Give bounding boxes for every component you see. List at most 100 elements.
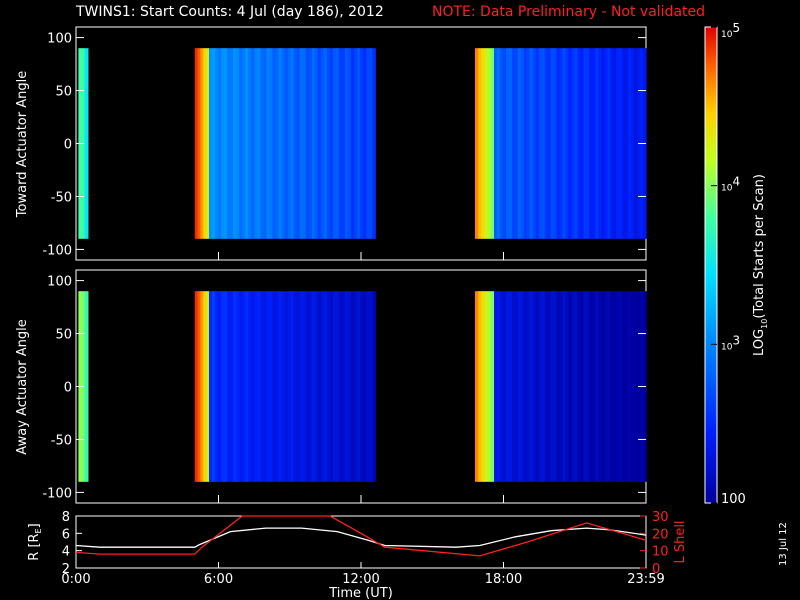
heatmap-cell (254, 48, 258, 239)
heatmap-cell (348, 291, 352, 482)
heatmap-cell (257, 291, 261, 482)
heatmap-cell (260, 291, 265, 482)
heatmap-cell (496, 48, 501, 239)
heatmap-cell (311, 48, 316, 239)
heatmap-cell (248, 291, 252, 482)
heatmap-cell (311, 291, 316, 482)
heatmap-cell (562, 291, 567, 482)
heatmap-cell (613, 48, 617, 239)
y-tick-label: 100 (47, 275, 72, 290)
heatmap-cell (254, 291, 258, 482)
heatmap-cell (335, 48, 340, 239)
heatmap-cell (323, 291, 328, 482)
heatmap-cell (577, 291, 582, 482)
heatmap-cell (625, 291, 629, 482)
heatmap-cell (577, 48, 582, 239)
heatmap-cell (517, 291, 522, 482)
heatmap-cell (508, 291, 513, 482)
heatmap-cell (206, 291, 210, 482)
heatmap-cell (329, 48, 334, 239)
heatmap-cell (260, 48, 265, 239)
top-yticks: 100 50 0 -50 -100 (42, 32, 647, 260)
heatmap-cell (345, 291, 349, 482)
heatmap-cell (538, 291, 543, 482)
heatmap-cell (326, 291, 331, 482)
heatmap-cell (619, 291, 623, 482)
heatmap-cell (338, 48, 343, 239)
colorbar-tick-label: 100 (721, 492, 746, 507)
heatmap-cell (490, 291, 495, 482)
heatmap-cell (363, 291, 367, 482)
heatmap-cell (589, 291, 593, 482)
heatmap-cell (299, 291, 304, 482)
heatmap-cell (360, 291, 364, 482)
heatmap-cell (245, 48, 249, 239)
lshell-tick-label: 30 (652, 510, 669, 525)
heatmap-cell (351, 48, 355, 239)
heatmap-cell (494, 291, 498, 482)
heatmap-cell (308, 291, 313, 482)
heatmap-cell (197, 291, 202, 482)
heatmap-cell (517, 48, 522, 239)
heatmap-cell (598, 48, 602, 239)
heatmap-cell (372, 48, 376, 239)
heatmap-cell (320, 48, 325, 239)
chart-title: TWINS1: Start Counts: 4 Jul (day 186), 2… (76, 4, 384, 20)
heatmap-cell (296, 291, 301, 482)
heatmap-cell (595, 48, 599, 239)
heatmap-cell (338, 291, 343, 482)
heatmap-cell (360, 48, 364, 239)
heatmap-cell (342, 48, 346, 239)
heatmap-cell (481, 48, 486, 239)
heatmap-cell (613, 291, 617, 482)
heatmap-cell (314, 291, 319, 482)
heatmap-cell (586, 291, 590, 482)
heatmap-cell (628, 291, 632, 482)
heatmap-cell (293, 48, 298, 239)
heatmap-cell (236, 291, 240, 482)
heatmap-cell (342, 291, 346, 482)
x-tick-label: 0:00 (61, 572, 90, 587)
heatmap-cell (529, 291, 534, 482)
heatmap-cell (571, 291, 576, 482)
heatmap-cell (574, 48, 579, 239)
heatmap-cell (372, 291, 376, 482)
lshell-series-line (75, 515, 647, 557)
heatmap-cell (84, 291, 89, 482)
heatmap-cell (251, 48, 255, 239)
lshell-tick-label: 10 (652, 545, 669, 560)
heatmap-cell (499, 291, 504, 482)
heatmap-cell (622, 48, 626, 239)
heatmap-cell (369, 291, 373, 482)
heatmap-cell (505, 48, 510, 239)
heatmap-cell (490, 48, 495, 239)
heatmap-cell (583, 48, 587, 239)
heatmap-cell (209, 291, 213, 482)
heatmap-cell (535, 291, 540, 482)
heatmap-cell (248, 48, 252, 239)
heatmap-cell (200, 291, 204, 482)
heatmap-cell (487, 291, 492, 482)
heatmap-cell (206, 48, 210, 239)
heatmap-cell (275, 291, 280, 482)
heatmap-cell (619, 48, 623, 239)
heatmap-cell (484, 291, 489, 482)
heatmap-cell (233, 48, 237, 239)
heatmap-cell (302, 291, 307, 482)
heatmap-cell (505, 291, 510, 482)
heatmap-cell (194, 291, 199, 482)
heatmap-cell (550, 291, 555, 482)
heatmap-cell (553, 48, 558, 239)
heatmap-cell (634, 291, 638, 482)
heatmap-cell (209, 48, 213, 239)
heatmap-cell (616, 291, 620, 482)
heatmap-cell (511, 291, 516, 482)
lshell-tick-label: 20 (652, 527, 669, 542)
heatmap-cell (227, 48, 231, 239)
y-tick-label: -100 (42, 486, 72, 501)
heatmap-cell (329, 291, 334, 482)
heatmap-cell (369, 48, 373, 239)
middle-ylabel: Away Actuator Angle (15, 319, 30, 454)
heatmap-cell (562, 48, 567, 239)
heatmap-cell (544, 291, 549, 482)
